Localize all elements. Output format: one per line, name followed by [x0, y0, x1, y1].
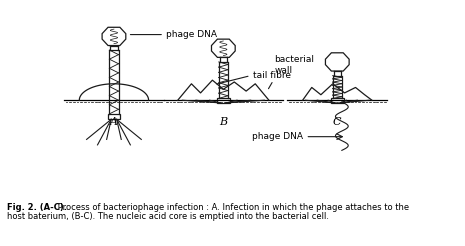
Text: Process of bacteriophage infection : A. Infection in which the phage attaches to: Process of bacteriophage infection : A. …	[55, 203, 409, 212]
Text: tail fibre: tail fibre	[252, 71, 291, 80]
Text: host baterium, (B-C). The nucleic acid core is emptied into the bacterial cell.: host baterium, (B-C). The nucleic acid c…	[7, 212, 329, 221]
Text: phage DNA: phage DNA	[166, 30, 217, 39]
Text: A: A	[110, 117, 118, 127]
Text: B: B	[219, 117, 227, 127]
Text: bacterial
wall: bacterial wall	[274, 55, 314, 75]
Text: C: C	[333, 117, 341, 127]
Text: Fig. 2. (A-C).: Fig. 2. (A-C).	[7, 203, 67, 212]
Text: phage DNA: phage DNA	[252, 132, 303, 141]
